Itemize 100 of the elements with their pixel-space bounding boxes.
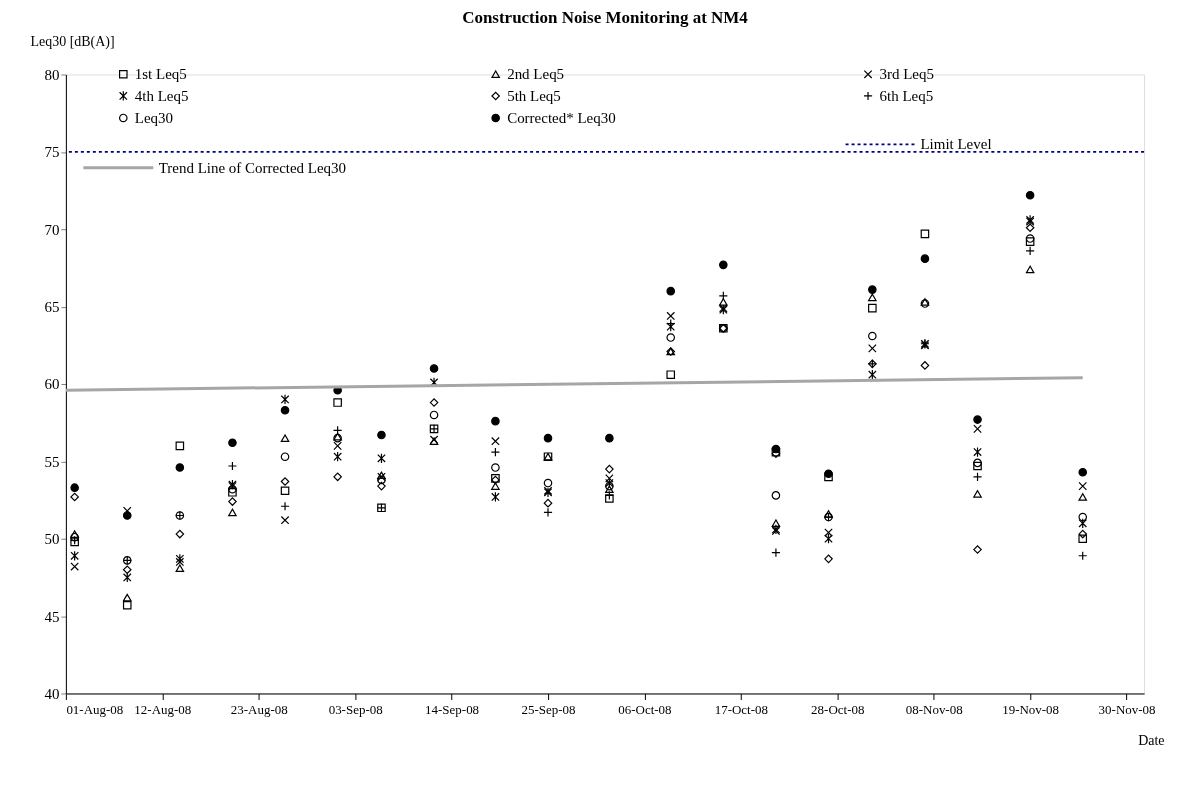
- point: [333, 441, 342, 451]
- x-tick-label: 28-Oct-08: [811, 701, 865, 717]
- point: [122, 565, 132, 574]
- point: [377, 475, 386, 485]
- point: [122, 593, 132, 602]
- point: [175, 557, 185, 567]
- point: [1078, 529, 1088, 539]
- y-tick-label: 75: [44, 144, 60, 161]
- point: [868, 293, 877, 302]
- point: [175, 529, 185, 539]
- x-tick-label: 25-Sep-08: [521, 701, 576, 717]
- point: [973, 415, 982, 424]
- point: [543, 507, 553, 518]
- point: [973, 424, 982, 434]
- point: [771, 519, 781, 528]
- point: [543, 498, 553, 508]
- point: [868, 344, 877, 353]
- point: [605, 474, 614, 483]
- point: [605, 481, 614, 491]
- point: [228, 488, 237, 497]
- point: [719, 260, 728, 270]
- point: [1078, 493, 1088, 501]
- y-tick-label: 40: [44, 685, 60, 702]
- point: [70, 562, 79, 571]
- point: [1025, 265, 1035, 274]
- x-tick-label: 06-Oct-08: [618, 701, 672, 717]
- point: [605, 494, 614, 503]
- point: [666, 311, 676, 321]
- point: [973, 545, 982, 554]
- x-tick-label: 03-Sep-08: [328, 701, 383, 717]
- point: [666, 333, 676, 342]
- point: [973, 490, 982, 498]
- point: [491, 482, 500, 490]
- point: [1078, 534, 1088, 544]
- point: [1025, 190, 1035, 200]
- point: [175, 564, 185, 572]
- point: [280, 501, 290, 511]
- point: [377, 453, 386, 464]
- point: [122, 511, 132, 520]
- point: [333, 398, 342, 407]
- point: [280, 515, 290, 525]
- point: [70, 530, 79, 538]
- y-axis-title: Leq30 [dB(A)]: [30, 34, 115, 51]
- point: [920, 229, 930, 239]
- point: [333, 451, 342, 462]
- point: [1078, 467, 1088, 477]
- point: [490, 447, 501, 457]
- point: [491, 416, 500, 426]
- x-tick-label: 23-Aug-08: [230, 701, 288, 717]
- x-tick-label: 14-Sep-08: [425, 701, 480, 717]
- point: [429, 410, 439, 420]
- point: [605, 433, 614, 443]
- point: [1078, 518, 1088, 529]
- point: [280, 477, 290, 486]
- y-tick-label: 60: [44, 376, 60, 393]
- x-tick-label: 30-Nov-08: [1098, 701, 1156, 717]
- point: [280, 406, 290, 415]
- point: [227, 461, 238, 471]
- legend-label: 5th Leq5: [507, 87, 561, 104]
- point: [1025, 234, 1035, 243]
- point: [824, 554, 833, 564]
- point: [973, 458, 982, 468]
- point: [920, 254, 930, 263]
- point: [280, 452, 290, 462]
- x-tick-label: 12-Aug-08: [134, 701, 192, 717]
- point: [429, 398, 439, 407]
- point: [228, 497, 237, 506]
- legend-label: Leq30: [134, 109, 174, 126]
- legend-label: Trend Line of Corrected Leq30: [158, 159, 347, 176]
- point: [1078, 481, 1088, 491]
- point: [1025, 223, 1035, 232]
- point: [868, 285, 877, 294]
- point: [543, 433, 553, 443]
- y-tick-label: 80: [44, 67, 60, 83]
- point: [70, 550, 79, 561]
- point: [70, 492, 79, 502]
- point: [377, 430, 386, 440]
- point: [666, 286, 676, 296]
- chart-title: Construction Noise Monitoring at NM4: [462, 7, 749, 27]
- point: [175, 463, 185, 472]
- y-tick-label: 65: [44, 299, 60, 316]
- point: [280, 486, 290, 496]
- point: [771, 491, 781, 500]
- point: [491, 491, 500, 503]
- point: [491, 463, 500, 472]
- point: [973, 446, 982, 458]
- point: [868, 369, 877, 380]
- legend-label: 1st Leq5: [134, 66, 187, 83]
- point: [605, 485, 614, 494]
- point: [771, 547, 781, 558]
- y-tick-label: 45: [44, 608, 60, 625]
- point: [280, 394, 290, 405]
- y-tick-label: 70: [44, 221, 60, 238]
- point: [333, 472, 342, 482]
- point: [868, 331, 877, 341]
- point: [920, 361, 930, 370]
- point: [605, 464, 614, 474]
- point: [824, 510, 833, 518]
- point: [824, 533, 833, 544]
- y-tick-label: 55: [44, 453, 60, 470]
